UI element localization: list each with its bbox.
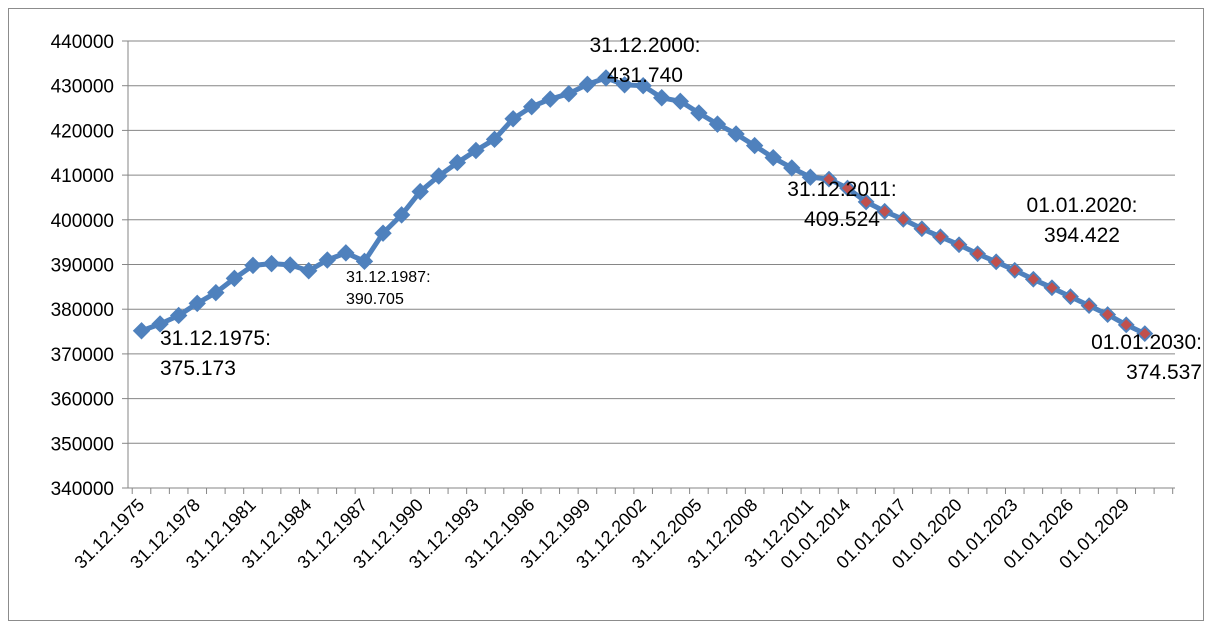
projected-point-marker bbox=[933, 230, 947, 244]
y-tick-label: 430000 bbox=[51, 77, 114, 98]
series-line bbox=[142, 78, 811, 331]
y-tick-label: 390000 bbox=[51, 256, 114, 277]
y-tick-label: 440000 bbox=[51, 32, 114, 53]
data-point-marker bbox=[264, 256, 280, 272]
data-label: 01.01.2020: bbox=[1027, 194, 1138, 217]
gridlines bbox=[128, 41, 1175, 443]
data-label: 31.12.1975: bbox=[160, 327, 271, 350]
series-lines bbox=[142, 78, 1145, 334]
data-label: 31.12.2011: bbox=[787, 178, 896, 201]
data-label: 390.705 bbox=[346, 291, 404, 308]
y-tick-label: 380000 bbox=[51, 300, 114, 321]
data-label: 409.524 bbox=[804, 208, 880, 231]
data-label: 431.740 bbox=[607, 64, 683, 87]
data-label: 01.01.2030: bbox=[1091, 331, 1202, 354]
x-axis-tick-labels: 31.12.197531.12.197831.12.198131.12.1984… bbox=[70, 495, 1133, 573]
y-tick-label: 340000 bbox=[51, 479, 114, 500]
data-point-marker bbox=[134, 323, 150, 339]
y-axis-tick-labels: 340000 350000 360000 370000 380000 390000 4000… bbox=[51, 32, 114, 500]
point-annotations: 31.12.1975: 375.173 31.12.1987: 390.705 31.1… bbox=[160, 34, 1202, 384]
data-point-marker bbox=[338, 245, 354, 261]
data-point-marker bbox=[282, 257, 298, 273]
y-tick-label: 370000 bbox=[51, 345, 114, 366]
data-label: 31.12.2000: bbox=[590, 34, 701, 57]
data-markers bbox=[134, 70, 1152, 341]
y-tick-label: 400000 bbox=[51, 211, 114, 232]
y-tick-label: 360000 bbox=[51, 390, 114, 411]
data-label: 394.422 bbox=[1044, 224, 1120, 247]
y-tick-label: 410000 bbox=[51, 166, 114, 187]
data-label: 31.12.1987: bbox=[346, 269, 431, 286]
data-label: 375.173 bbox=[160, 357, 236, 380]
y-tick-label: 350000 bbox=[51, 434, 114, 455]
data-point-marker bbox=[542, 91, 558, 107]
data-label: 374.537 bbox=[1126, 361, 1202, 384]
y-tick-label: 420000 bbox=[51, 121, 114, 142]
